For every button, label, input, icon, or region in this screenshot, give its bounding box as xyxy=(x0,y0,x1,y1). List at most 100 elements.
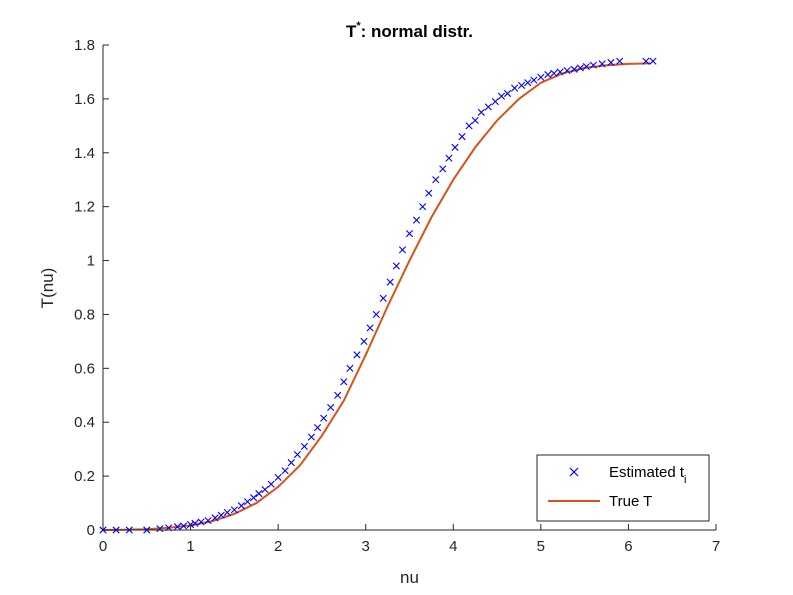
estimated-point xyxy=(576,64,584,72)
estimated-point xyxy=(491,97,499,106)
estimated-point xyxy=(293,450,301,459)
y-axis-ticks: 0 0.2 0.4 0.6 0.8 1 1.2 1.4 1.6 1.8 xyxy=(74,37,109,539)
legend-label-estimated: Estimated ti xyxy=(609,464,686,486)
y-axis-label: T(nu) xyxy=(38,268,57,309)
estimated-point xyxy=(582,62,590,71)
y-tick-label: 1.8 xyxy=(74,37,95,54)
estimated-point xyxy=(642,57,650,65)
estimated-point xyxy=(392,262,400,270)
estimated-point xyxy=(173,523,182,531)
estimated-point xyxy=(432,176,440,184)
estimated-point xyxy=(616,57,624,65)
estimated-point xyxy=(518,81,526,90)
x-tick-label: 5 xyxy=(537,538,545,555)
legend-label-estimated-sub: i xyxy=(684,474,686,486)
estimated-point xyxy=(261,485,269,494)
estimated-point xyxy=(191,519,199,527)
x-tick-label: 7 xyxy=(712,538,720,555)
y-tick-label: 1.6 xyxy=(74,91,95,108)
legend-label-estimated-main: Estimated t xyxy=(609,464,685,481)
estimated-point xyxy=(458,133,466,141)
estimated-point xyxy=(598,60,606,68)
axes xyxy=(102,45,716,531)
chart-title-main: T xyxy=(346,22,357,41)
y-tick-label: 0.8 xyxy=(74,306,95,323)
estimated-point xyxy=(439,165,447,173)
estimated-point xyxy=(287,459,295,467)
estimated-point xyxy=(211,514,219,522)
y-tick-label: 0.4 xyxy=(74,414,95,431)
chart-title: T*: normal distr. xyxy=(346,20,473,41)
estimated-point xyxy=(179,522,188,530)
estimated-point xyxy=(530,76,538,84)
estimated-point xyxy=(223,508,231,517)
estimated-point xyxy=(307,433,316,441)
estimated-point xyxy=(197,518,205,526)
estimated-point xyxy=(255,490,263,498)
estimated-point xyxy=(649,57,657,65)
x-tick-label: 2 xyxy=(274,538,282,555)
estimated-point xyxy=(320,414,328,422)
estimated-point xyxy=(250,494,258,502)
estimated-point xyxy=(372,310,380,319)
estimated-point xyxy=(353,351,361,359)
y-tick-label: 1.4 xyxy=(74,145,95,162)
estimated-point xyxy=(230,506,238,514)
estimated-point xyxy=(465,122,473,130)
legend-box xyxy=(536,454,710,522)
estimated-point xyxy=(524,79,532,87)
estimated-point xyxy=(563,67,571,75)
legend-marker-estimated xyxy=(569,467,579,477)
estimated-point xyxy=(544,71,552,79)
estimated-point xyxy=(497,92,506,100)
estimated-point xyxy=(237,502,245,510)
estimated-point xyxy=(537,73,545,81)
estimated-point xyxy=(405,230,414,238)
estimated-point xyxy=(570,65,578,73)
estimated-point xyxy=(204,516,212,525)
estimated-point xyxy=(556,68,564,76)
x-tick-label: 3 xyxy=(362,538,370,555)
estimated-point xyxy=(550,69,558,77)
estimated-point xyxy=(313,424,322,432)
estimated-point xyxy=(589,61,597,69)
estimated-point xyxy=(484,103,492,111)
estimated-point xyxy=(477,108,485,116)
y-tick-label: 0.2 xyxy=(74,468,95,485)
legend-label-true: True T xyxy=(609,493,652,510)
estimated-point xyxy=(327,403,335,411)
estimated-point xyxy=(281,467,289,475)
estimated-point xyxy=(398,246,407,254)
estimated-point xyxy=(156,525,164,533)
chart-title-rest: : normal distr. xyxy=(361,22,473,41)
estimated-point xyxy=(386,278,394,286)
estimated-point xyxy=(607,58,615,67)
estimated-point xyxy=(360,337,368,345)
x-axis-ticks: 0 1 2 3 4 5 6 7 xyxy=(99,524,720,555)
chart-title-superscript: * xyxy=(356,20,361,32)
x-tick-label: 4 xyxy=(449,538,457,555)
estimated-point xyxy=(366,324,374,332)
x-tick-label: 6 xyxy=(624,538,632,555)
estimated-point xyxy=(419,203,427,211)
estimated-point xyxy=(340,378,348,386)
legend: Estimated ti True T xyxy=(536,454,710,522)
estimated-point xyxy=(379,294,387,302)
estimated-point xyxy=(334,391,342,399)
estimated-point xyxy=(503,89,512,98)
y-tick-label: 1 xyxy=(87,253,95,270)
estimated-point xyxy=(300,442,309,451)
estimated-point xyxy=(451,143,459,151)
estimated-point xyxy=(471,116,479,125)
estimated-point xyxy=(346,364,354,372)
estimated-point xyxy=(445,154,453,162)
y-tick-label: 0.6 xyxy=(74,360,95,377)
estimated-point xyxy=(412,216,421,224)
estimated-point xyxy=(217,511,225,519)
x-tick-label: 1 xyxy=(186,538,194,555)
estimated-point xyxy=(425,189,433,197)
y-tick-label: 1.2 xyxy=(74,199,95,216)
estimated-point xyxy=(267,480,275,488)
x-axis-label: nu xyxy=(400,568,419,587)
